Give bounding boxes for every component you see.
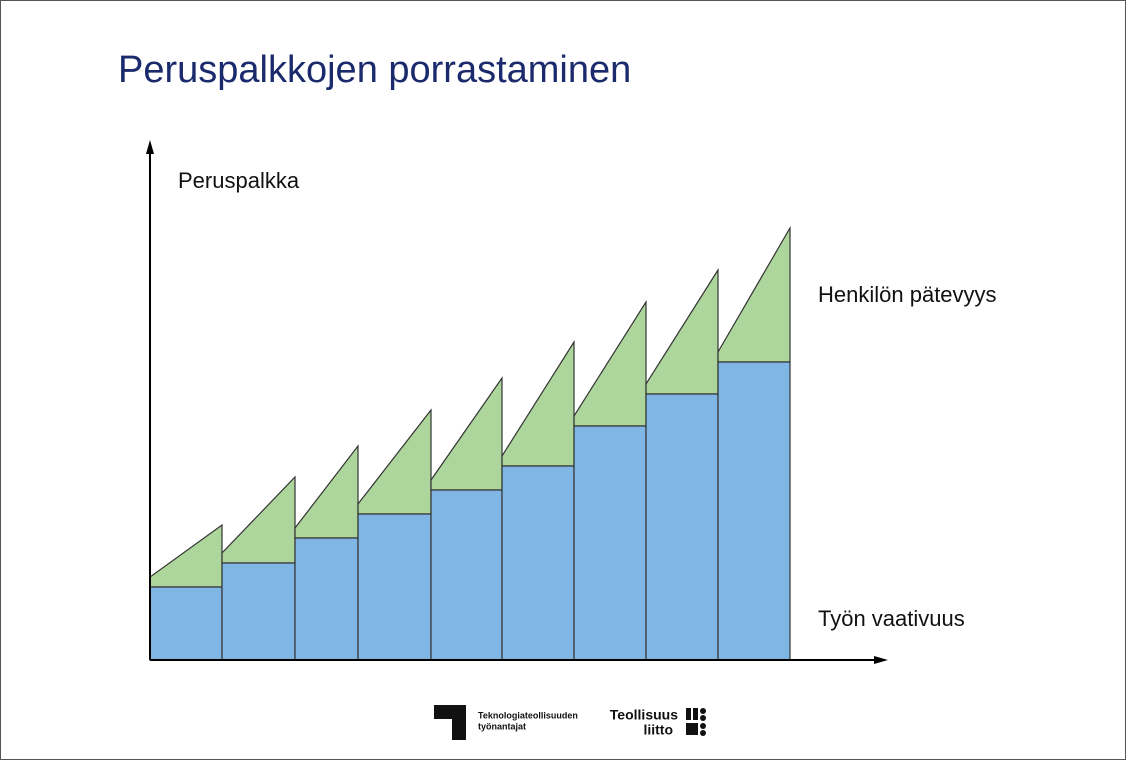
step-bar (717, 361, 791, 661)
y-arrow (146, 140, 154, 154)
logo1-icon (434, 705, 466, 740)
upper-label: Henkilön pätevyys (818, 282, 997, 307)
logo1-line2: työnantajat (478, 721, 526, 731)
step-bar (149, 586, 223, 661)
x-arrow (874, 656, 888, 664)
logo2-icon (686, 708, 706, 736)
logo2-line1: Teollisuus (610, 707, 678, 723)
step-bar (501, 465, 575, 661)
logo2-line2: liitto (643, 722, 673, 738)
step-bar (645, 393, 719, 661)
title: Peruspalkkojen porrastaminen (118, 49, 631, 91)
step-bar (573, 425, 647, 661)
step-bar (430, 489, 503, 661)
y-axis-label: Peruspalkka (178, 168, 300, 193)
step-bar (357, 513, 432, 661)
x-axis-label: Työn vaativuus (818, 606, 965, 631)
step-bar (294, 537, 359, 661)
steps (149, 225, 791, 661)
step-bar (221, 562, 296, 661)
logo1-line1: Teknologiateollisuuden (478, 710, 578, 720)
